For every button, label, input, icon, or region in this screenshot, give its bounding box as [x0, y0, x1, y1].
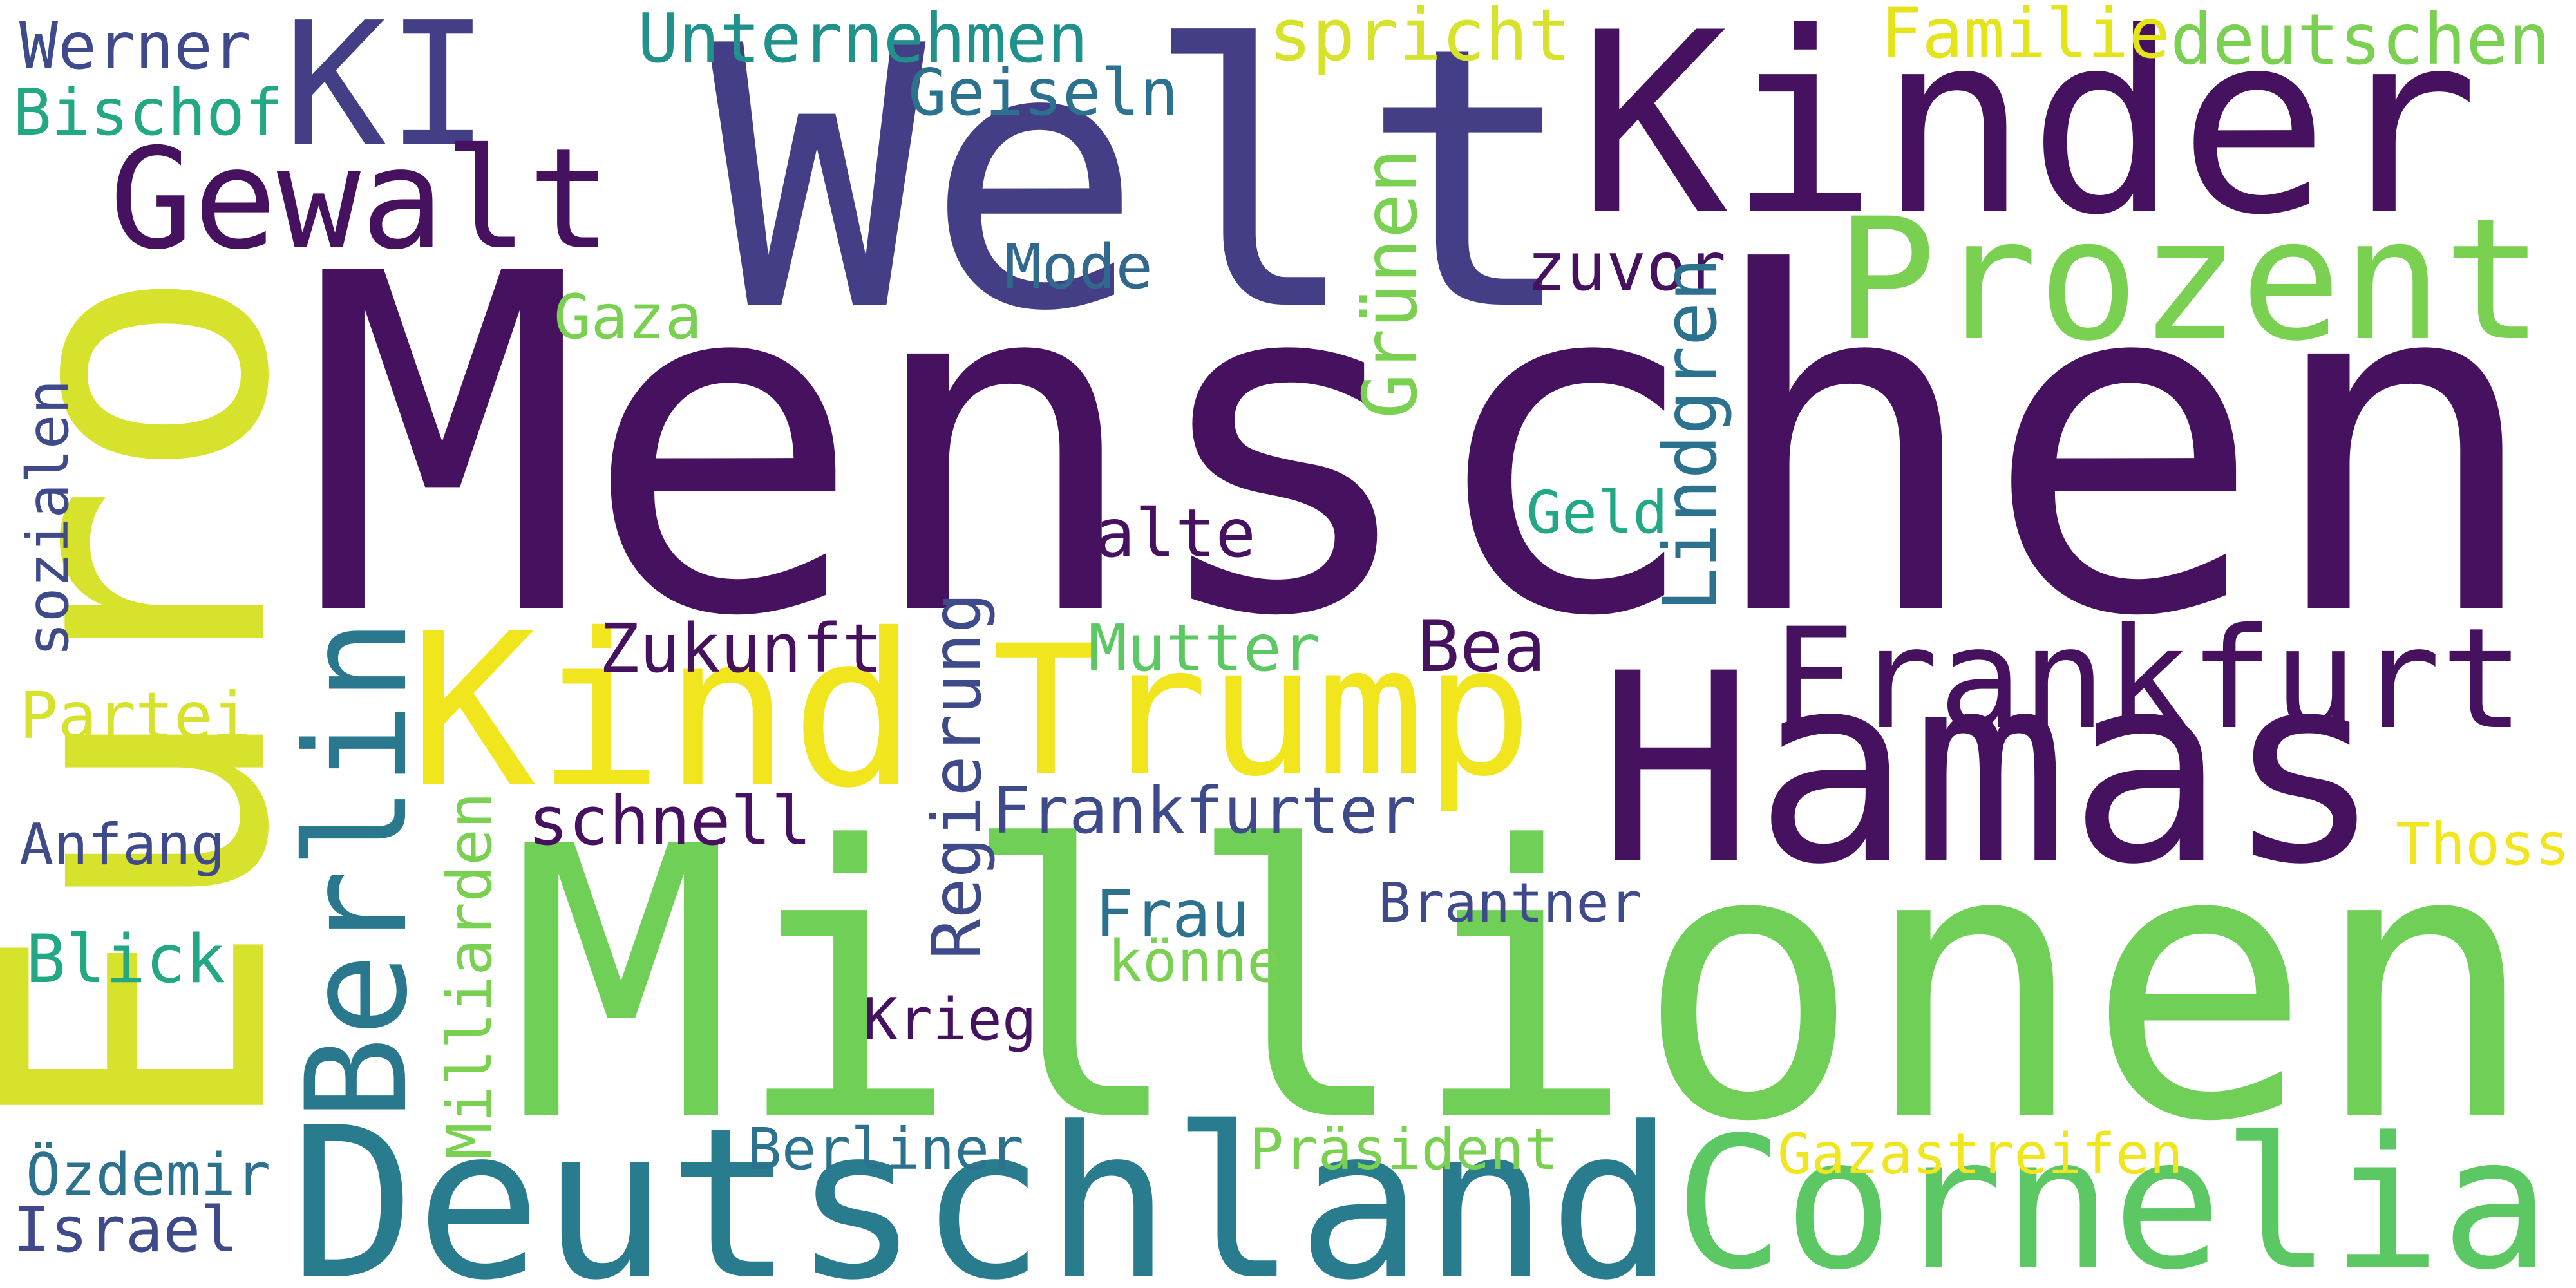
word-milliarden: Milliarden	[434, 792, 506, 1159]
word-frau: Frau	[1095, 876, 1249, 952]
word-berlin: Berlin	[276, 618, 438, 1121]
word-bea: Bea	[1417, 605, 1546, 688]
word-spricht: spricht	[1269, 0, 1571, 77]
word-alte: alte	[1095, 495, 1256, 573]
word-frankfurter: Frankfurter	[992, 774, 1417, 848]
word-kinder: Kinder	[1578, 0, 2479, 270]
word-bischof: Bischof	[13, 75, 284, 150]
word-mutter: Mutter	[1088, 611, 1320, 686]
word-anfang: Anfang	[19, 811, 225, 878]
word-ki: KI	[283, 0, 490, 185]
word-welt: Welt	[708, 0, 1578, 390]
word-blick: Blick	[26, 920, 226, 998]
word-millionen: Millionen	[509, 767, 2537, 1204]
word-familie: Familie	[1880, 0, 2170, 74]
word-geiseln: Geiseln	[908, 56, 1179, 130]
word-krieg: Krieg	[863, 987, 1037, 1054]
word-schnell: schnell	[528, 782, 812, 860]
word-mode: Mode	[1005, 231, 1153, 303]
word-israel: Israel	[13, 1193, 238, 1266]
word-zukunft: Zukunft	[599, 609, 883, 688]
word-koenne: könne	[1108, 929, 1282, 996]
word-deutschen: deutschen	[2170, 0, 2551, 80]
word-gewalt: Gewalt	[109, 118, 612, 280]
word-thoss: Thoss	[2396, 811, 2570, 878]
word-trump: Trump	[992, 606, 1533, 816]
word-prozent: Prozent	[1835, 182, 2544, 378]
word-partei: Partei	[19, 678, 251, 753]
word-unternehmen: Unternehmen	[638, 0, 1088, 78]
word-menschen: Menschen	[303, 176, 2544, 718]
word-gaza: Gaza	[554, 280, 702, 353]
word-sozialen: sozialen	[14, 379, 82, 657]
word-gazastreifen: Gazastreifen	[1777, 1121, 2183, 1187]
word-oezdemir: Özdemir	[26, 1141, 271, 1209]
word-praesident: Präsident	[1249, 1115, 1558, 1182]
word-regierung: Regierung	[916, 592, 996, 960]
word-lindgren: Lindgren	[1647, 257, 1733, 612]
word-kind: Kind	[409, 589, 918, 835]
word-cornelia: Cornelia	[1674, 1098, 2551, 1288]
word-deutschland: Deutschland	[290, 1082, 1675, 1288]
word-berliner: Berliner	[747, 1115, 1024, 1183]
word-geld: Geld	[1526, 477, 1669, 547]
word-frankfurt: Frankfurt	[1771, 598, 2524, 760]
word-zuvor: zuvor	[1526, 228, 1727, 306]
word-gruenen: Grünen	[1347, 148, 1434, 419]
word-hamas: Hamas	[1597, 617, 2383, 922]
word-brantner: Brantner	[1378, 871, 1642, 935]
word-werner: Werner	[19, 9, 251, 84]
